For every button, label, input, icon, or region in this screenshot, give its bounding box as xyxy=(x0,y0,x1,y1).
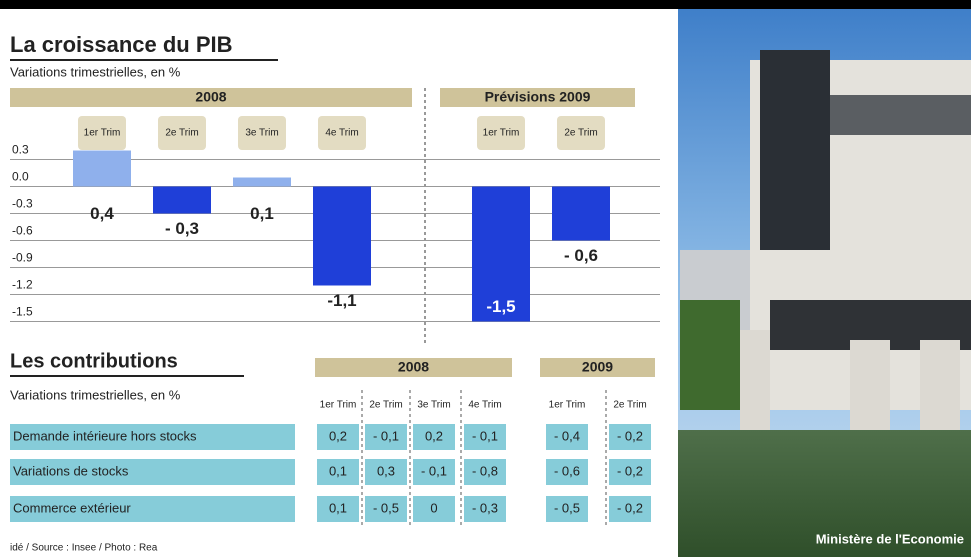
bar xyxy=(313,187,371,286)
column-header: 4e Trim xyxy=(468,400,501,411)
row-label: Variations de stocks xyxy=(13,463,129,478)
infographic: Ministère de l'Economie La croissance du… xyxy=(0,0,971,557)
top-bar xyxy=(0,0,971,9)
value-label: 0,1 xyxy=(250,204,274,223)
row-label: Commerce extérieur xyxy=(13,500,131,515)
cell-value: - 0,5 xyxy=(554,500,580,515)
value-label: - 0,3 xyxy=(165,219,199,238)
column-header: 1er Trim xyxy=(549,400,586,411)
chart-title: La croissance du PIB xyxy=(10,32,233,57)
cell-value: - 0,2 xyxy=(617,500,643,515)
cell-value: - 0,1 xyxy=(472,428,498,443)
group-label: 2008 xyxy=(398,359,429,375)
row-label: Demande intérieure hors stocks xyxy=(13,428,197,443)
x-tick-label: 4e Trim xyxy=(325,128,358,139)
table-title: Les contributions xyxy=(10,350,178,372)
cell-value: 0,2 xyxy=(329,428,347,443)
x-tick-label: 2e Trim xyxy=(564,128,597,139)
table-subtitle: Variations trimestrielles, en % xyxy=(10,387,181,402)
cell-value: - 0,4 xyxy=(554,428,580,443)
column-header: 3e Trim xyxy=(417,400,450,411)
photo-caption: Ministère de l'Economie xyxy=(816,531,964,546)
cell-value: 0 xyxy=(430,500,437,515)
value-label: -1,1 xyxy=(327,291,356,310)
y-tick-label: 0.0 xyxy=(12,170,29,184)
x-tick-label: 2e Trim xyxy=(165,128,198,139)
bar xyxy=(552,187,610,241)
cell-value: 0,3 xyxy=(377,463,395,478)
photo: Ministère de l'Economie xyxy=(678,9,971,557)
group-label: 2008 xyxy=(195,89,226,105)
x-tick-label: 1er Trim xyxy=(483,128,520,139)
y-tick-label: -0.3 xyxy=(12,197,33,211)
group-label: Prévisions 2009 xyxy=(485,89,591,105)
y-tick-label: -0.6 xyxy=(12,224,33,238)
group-label: 2009 xyxy=(582,359,613,375)
cell-value: - 0,1 xyxy=(421,463,447,478)
x-tick-label: 3e Trim xyxy=(245,128,278,139)
column-header: 1er Trim xyxy=(320,400,357,411)
cell-value: 0,1 xyxy=(329,500,347,515)
value-label: 0,4 xyxy=(90,204,114,223)
cell-value: - 0,3 xyxy=(472,500,498,515)
footer: idé / Source : Insee / Photo : Rea xyxy=(10,543,158,554)
cell-value: - 0,1 xyxy=(373,428,399,443)
column-header: 2e Trim xyxy=(613,400,646,411)
column-header: 2e Trim xyxy=(369,400,402,411)
cell-value: - 0,2 xyxy=(617,428,643,443)
value-label: - 0,6 xyxy=(564,246,598,265)
y-tick-label: -1.2 xyxy=(12,278,33,292)
cell-value: - 0,8 xyxy=(472,463,498,478)
y-tick-label: -1.5 xyxy=(12,305,33,319)
bar xyxy=(73,151,131,187)
x-tick-label: 1er Trim xyxy=(84,128,121,139)
cell-value: 0,1 xyxy=(329,463,347,478)
cell-value: 0,2 xyxy=(425,428,443,443)
chart-subtitle: Variations trimestrielles, en % xyxy=(10,64,181,79)
bar xyxy=(153,187,211,214)
bar xyxy=(233,178,291,187)
y-tick-label: -0.9 xyxy=(12,251,33,265)
cell-value: - 0,6 xyxy=(554,463,580,478)
y-tick-label: 0.3 xyxy=(12,143,29,157)
cell-value: - 0,5 xyxy=(373,500,399,515)
value-label: -1,5 xyxy=(486,297,515,316)
cell-value: - 0,2 xyxy=(617,463,643,478)
